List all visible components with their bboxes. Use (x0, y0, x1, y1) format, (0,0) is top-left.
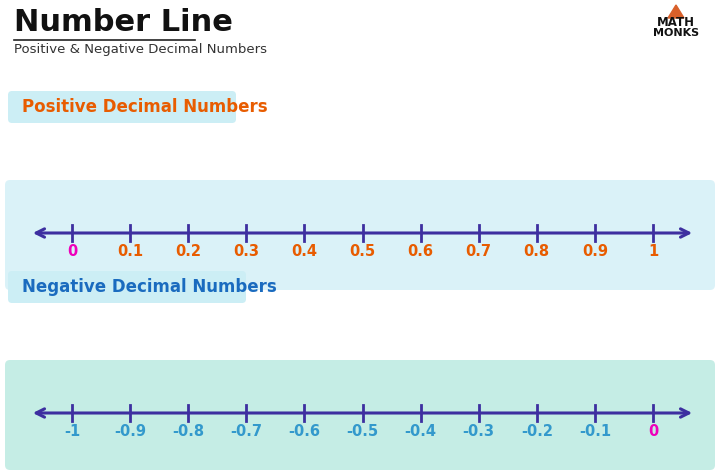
Text: 0.4: 0.4 (292, 244, 318, 259)
Text: Positive Decimal Numbers: Positive Decimal Numbers (22, 98, 268, 116)
Text: -0.7: -0.7 (230, 424, 262, 439)
Text: -0.8: -0.8 (172, 424, 204, 439)
FancyBboxPatch shape (8, 271, 246, 303)
Text: MATH: MATH (657, 16, 695, 29)
Text: 0.5: 0.5 (349, 244, 376, 259)
Text: 1: 1 (648, 244, 658, 259)
Text: 0.7: 0.7 (466, 244, 492, 259)
Text: 0.6: 0.6 (408, 244, 433, 259)
FancyBboxPatch shape (5, 180, 715, 290)
Text: -0.6: -0.6 (289, 424, 320, 439)
Text: -0.3: -0.3 (463, 424, 495, 439)
Text: 0: 0 (648, 424, 658, 439)
Text: 0.2: 0.2 (175, 244, 201, 259)
Text: Positive & Negative Decimal Numbers: Positive & Negative Decimal Numbers (14, 43, 267, 56)
Text: -0.2: -0.2 (521, 424, 553, 439)
FancyBboxPatch shape (5, 360, 715, 470)
Text: MONKS: MONKS (653, 28, 699, 38)
Text: 0.3: 0.3 (233, 244, 259, 259)
Text: -0.4: -0.4 (405, 424, 436, 439)
Text: 0.8: 0.8 (523, 244, 550, 259)
Text: 0: 0 (67, 244, 77, 259)
Text: -0.1: -0.1 (579, 424, 611, 439)
Text: 0.9: 0.9 (582, 244, 608, 259)
Text: -0.5: -0.5 (346, 424, 379, 439)
FancyBboxPatch shape (8, 91, 236, 123)
Polygon shape (668, 5, 684, 18)
Text: Number Line: Number Line (14, 8, 233, 37)
Text: -1: -1 (64, 424, 80, 439)
Text: 0.1: 0.1 (117, 244, 143, 259)
Text: -0.9: -0.9 (114, 424, 146, 439)
Text: Negative Decimal Numbers: Negative Decimal Numbers (22, 278, 276, 296)
